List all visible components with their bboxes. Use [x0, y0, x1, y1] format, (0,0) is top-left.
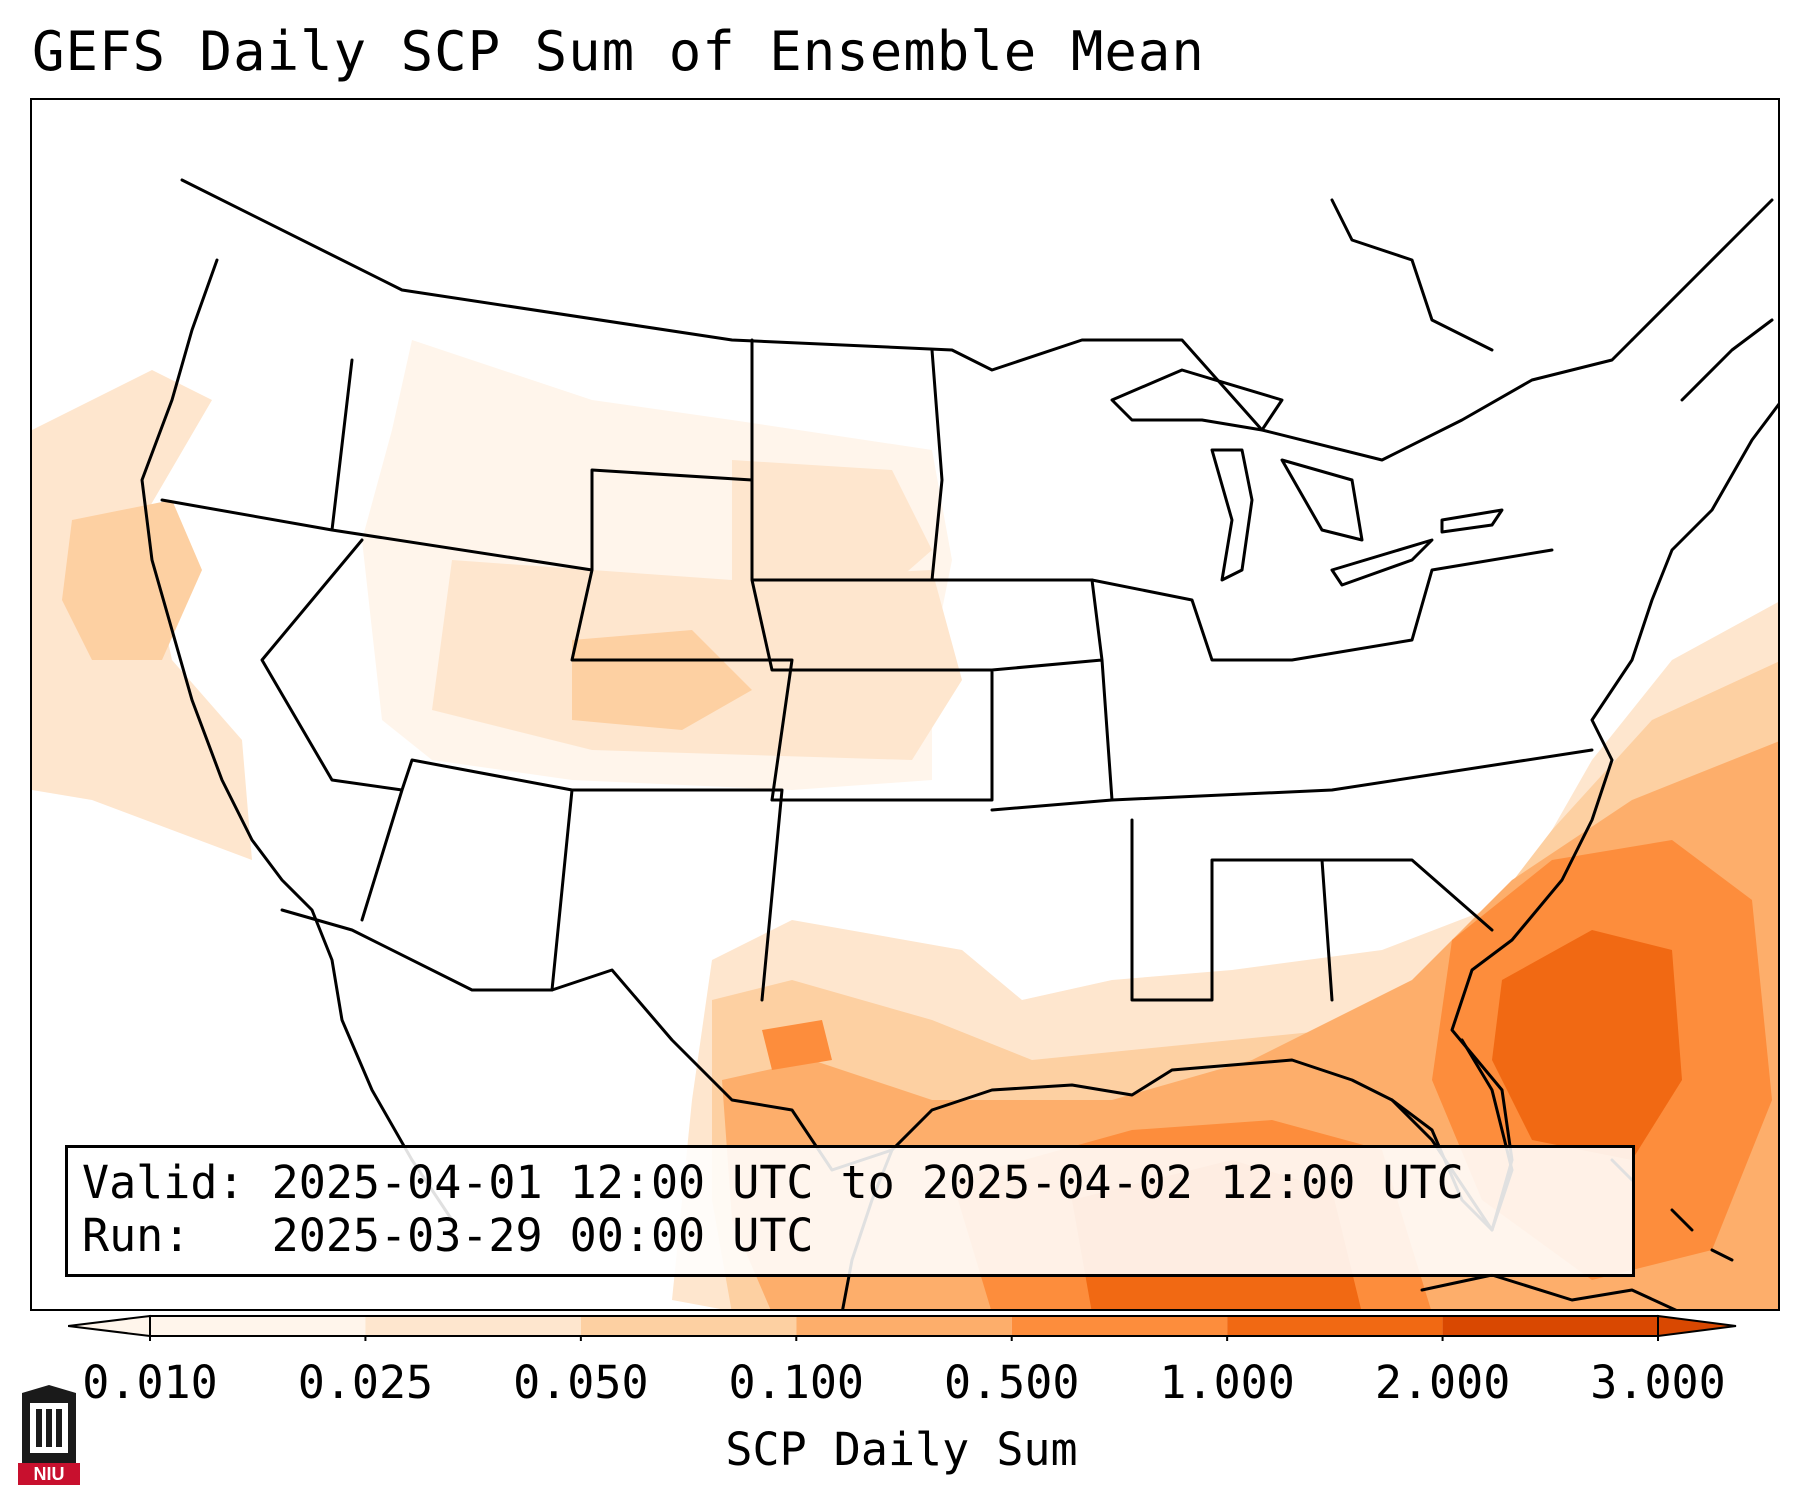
lake-superior — [1110, 368, 1284, 432]
valid-label: Valid: — [82, 1156, 245, 1209]
state-lines-west — [160, 358, 794, 1002]
colorbar-tick-label: 0.500 — [943, 1356, 1080, 1409]
colorbar-segment — [796, 1316, 1012, 1336]
colorbar-segment — [1442, 1316, 1658, 1336]
colorbar-segment — [1227, 1316, 1443, 1336]
niu-logo: NIU — [18, 1385, 80, 1485]
border-us-mexico — [280, 908, 894, 1172]
shade-atlantic-max — [1492, 930, 1682, 1160]
colorbar-tick-label: 3.000 — [1590, 1356, 1726, 1409]
cuba — [1420, 1273, 1677, 1309]
colorbar-segment — [580, 1316, 797, 1336]
coast-canada-east — [1630, 198, 1774, 402]
colorbar-segment — [1011, 1316, 1228, 1336]
lake-ontario — [1440, 508, 1504, 534]
coast-gulf — [890, 1058, 1494, 1232]
state-lines-east — [1090, 548, 1594, 1002]
coast-hudson — [1330, 198, 1494, 352]
colorbar-extend-high — [1657, 1314, 1737, 1338]
colorbar-segment — [365, 1316, 581, 1336]
lake-erie — [1330, 538, 1434, 587]
coast-atlantic — [1450, 402, 1778, 1232]
shade-texas-spot — [762, 1020, 832, 1070]
page-title: GEFS Daily SCP Sum of Ensemble Mean — [32, 20, 1205, 83]
colorbar-tick-label: 1.000 — [1159, 1356, 1295, 1409]
map-panel[interactable] — [30, 98, 1780, 1311]
coast-pacific — [140, 258, 454, 1222]
colorbar-outline — [149, 1315, 1659, 1337]
colorbar-tick-label: 0.010 — [82, 1356, 218, 1409]
colorbar-title: SCP Daily Sum — [725, 1423, 1078, 1476]
run-time: 2025-03-29 00:00 UTC — [271, 1209, 814, 1262]
colorbar-tick-label: 0.025 — [297, 1356, 434, 1409]
valid-line: Valid: 2025-04-01 12:00 UTC to 2025-04-0… — [82, 1156, 1632, 1209]
run-label: Run: — [82, 1209, 191, 1262]
shade-california-central — [62, 500, 202, 660]
valid-time-range: 2025-04-01 12:00 UTC to 2025-04-02 12:00… — [271, 1156, 1464, 1209]
border-us-canada — [180, 178, 1634, 462]
state-lines-plains — [750, 338, 1114, 812]
run-line: Run: 2025-03-29 00:00 UTC — [82, 1209, 1632, 1262]
colorbar-segment — [150, 1316, 366, 1336]
lake-michigan — [1210, 448, 1254, 582]
colorbar — [68, 1314, 1737, 1341]
colorbar-tick-label: 2.000 — [1374, 1356, 1511, 1409]
colorbar-tick-label: 0.050 — [513, 1356, 649, 1409]
colorbar-extend-low — [68, 1314, 151, 1338]
valid-run-info-box: Valid: 2025-04-01 12:00 UTC to 2025-04-0… — [65, 1145, 1635, 1277]
map-linework — [140, 178, 1778, 1309]
shade-colorado — [572, 630, 752, 730]
colorbar-tick-label: 0.100 — [728, 1356, 865, 1409]
map-svg — [32, 178, 1778, 1309]
logo-text: NIU — [34, 1464, 65, 1484]
lake-huron — [1280, 458, 1364, 542]
